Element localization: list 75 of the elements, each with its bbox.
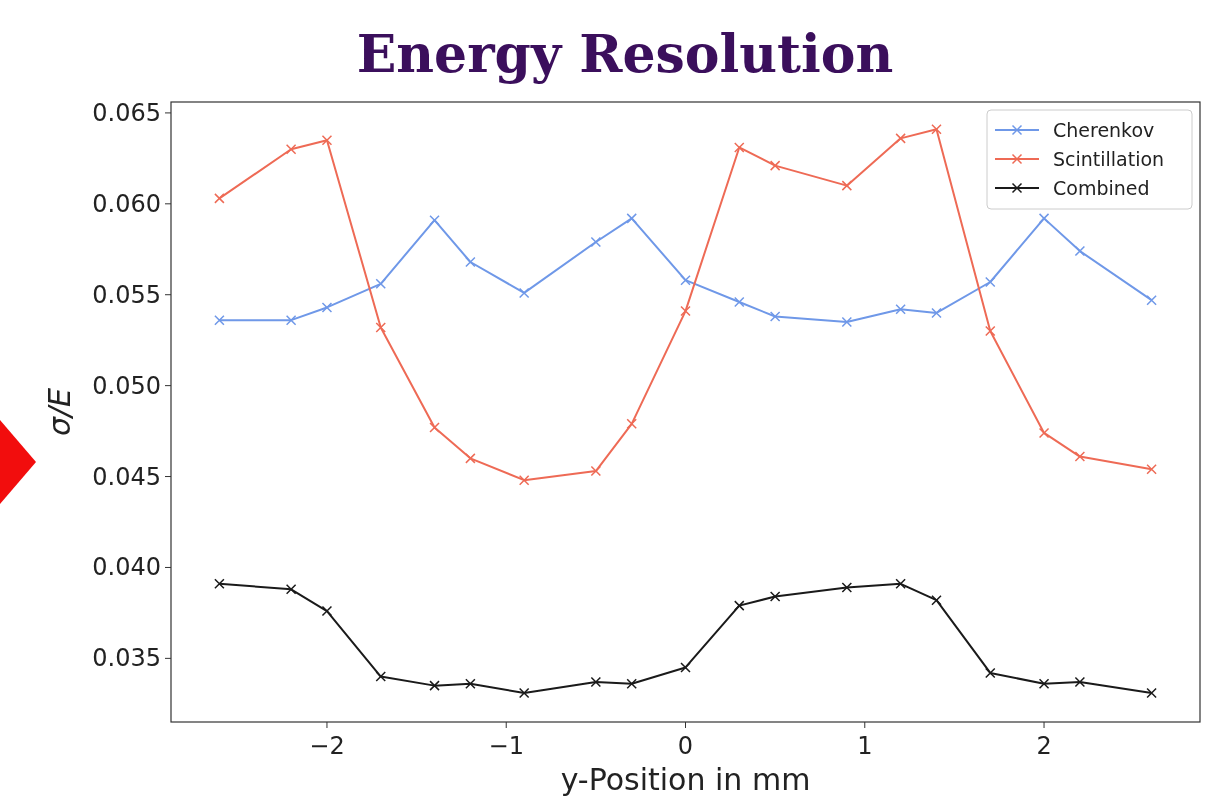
point — [1146, 687, 1157, 699]
point — [1038, 213, 1050, 224]
point — [1038, 427, 1050, 439]
point — [321, 605, 333, 617]
point — [626, 418, 637, 430]
point — [375, 322, 386, 333]
point — [680, 274, 691, 286]
point — [769, 160, 781, 171]
point — [465, 678, 476, 690]
point — [734, 600, 745, 611]
legend-label: Cherenkov — [1053, 119, 1155, 141]
point — [1146, 294, 1157, 306]
point — [895, 578, 906, 590]
point — [734, 142, 745, 153]
point — [680, 305, 691, 317]
point — [465, 453, 476, 464]
x-tick-label: 2 — [1036, 732, 1052, 760]
point — [895, 133, 906, 144]
point — [375, 671, 386, 682]
point — [518, 687, 530, 699]
point — [590, 465, 602, 477]
point — [214, 314, 225, 326]
point — [518, 287, 530, 299]
y-tick-label: 0.050 — [92, 371, 161, 400]
point — [429, 214, 440, 226]
point — [285, 144, 297, 155]
point — [590, 236, 602, 248]
point — [895, 304, 906, 315]
x-tick-label: −2 — [309, 732, 345, 760]
y-axis-title: σ/E — [42, 387, 77, 437]
point — [518, 474, 530, 486]
point — [931, 594, 942, 606]
point — [1038, 678, 1050, 690]
chart-title: Energy Resolution — [356, 23, 894, 84]
point — [429, 680, 440, 691]
point — [931, 124, 942, 135]
point — [590, 676, 602, 688]
point — [769, 591, 781, 602]
point — [985, 325, 996, 337]
point — [1074, 451, 1086, 462]
point — [985, 276, 996, 288]
x-tick-label: 0 — [677, 732, 694, 760]
legend-label: Scintillation — [1053, 148, 1165, 170]
point — [626, 678, 637, 690]
point — [375, 278, 386, 290]
point — [285, 314, 297, 326]
point — [321, 302, 333, 313]
y-tick-label: 0.060 — [92, 189, 161, 218]
point — [465, 256, 476, 268]
point — [429, 422, 440, 433]
x-axis-title: y-Position in mm — [560, 762, 811, 797]
y-tick-label: 0.035 — [92, 644, 161, 673]
point — [841, 316, 853, 328]
point — [931, 307, 942, 319]
x-tick-label: 1 — [857, 732, 873, 760]
point — [841, 180, 853, 191]
y-tick-label: 0.055 — [92, 280, 161, 309]
y-tick-label: 0.065 — [92, 98, 161, 127]
point — [214, 578, 225, 590]
point — [1074, 676, 1086, 688]
point — [841, 582, 853, 593]
point — [1074, 245, 1086, 257]
point — [769, 311, 781, 322]
point — [285, 584, 297, 595]
point — [985, 667, 996, 679]
point — [321, 134, 333, 146]
point — [626, 213, 637, 224]
point — [1146, 464, 1157, 475]
x-tick-label: −1 — [488, 732, 524, 760]
y-tick-label: 0.040 — [92, 553, 161, 582]
point — [214, 193, 225, 204]
y-tick-label: 0.045 — [92, 462, 161, 491]
point — [734, 296, 745, 308]
point — [680, 662, 691, 673]
legend-label: Combined — [1053, 177, 1150, 199]
